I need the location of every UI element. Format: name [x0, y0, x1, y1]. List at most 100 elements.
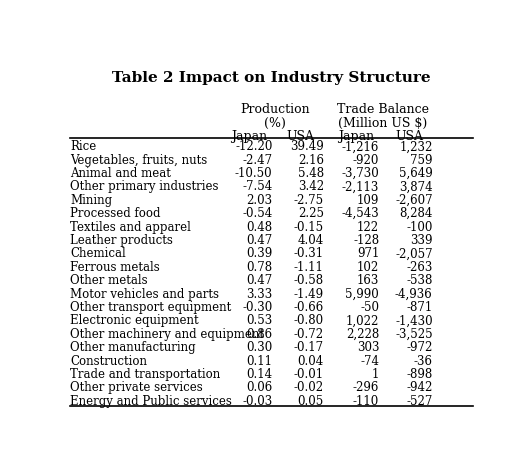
Text: -2.75: -2.75	[294, 194, 324, 207]
Text: Energy and Public services: Energy and Public services	[70, 395, 232, 407]
Text: -0.66: -0.66	[294, 301, 324, 314]
Text: -538: -538	[407, 274, 432, 287]
Text: -0.15: -0.15	[294, 220, 324, 234]
Text: Trade and transportation: Trade and transportation	[70, 368, 220, 381]
Text: 3.33: 3.33	[246, 288, 272, 300]
Text: 8,284: 8,284	[399, 207, 432, 220]
Text: -0.31: -0.31	[294, 247, 324, 260]
Text: 0.86: 0.86	[246, 328, 272, 341]
Text: Textiles and apparel: Textiles and apparel	[70, 220, 191, 234]
Text: Other primary industries: Other primary industries	[70, 180, 219, 194]
Text: 163: 163	[357, 274, 379, 287]
Text: 2,228: 2,228	[346, 328, 379, 341]
Text: -2,607: -2,607	[395, 194, 432, 207]
Text: -3,525: -3,525	[395, 328, 432, 341]
Text: -74: -74	[360, 354, 379, 368]
Text: 2.03: 2.03	[246, 194, 272, 207]
Text: -0.30: -0.30	[242, 301, 272, 314]
Text: Rice: Rice	[70, 140, 96, 153]
Text: (Million US $): (Million US $)	[338, 117, 427, 130]
Text: (%): (%)	[264, 117, 286, 130]
Text: 5,990: 5,990	[346, 288, 379, 300]
Text: 0.30: 0.30	[246, 341, 272, 354]
Text: 3.42: 3.42	[298, 180, 324, 194]
Text: 0.47: 0.47	[246, 234, 272, 247]
Text: -920: -920	[353, 154, 379, 167]
Text: -0.01: -0.01	[294, 368, 324, 381]
Text: 39.49: 39.49	[290, 140, 324, 153]
Text: -898: -898	[407, 368, 432, 381]
Text: USA: USA	[395, 130, 423, 143]
Text: 303: 303	[357, 341, 379, 354]
Text: -110: -110	[353, 395, 379, 407]
Text: USA: USA	[286, 130, 314, 143]
Text: 1: 1	[372, 368, 379, 381]
Text: -527: -527	[407, 395, 432, 407]
Text: Production: Production	[240, 103, 310, 117]
Text: -2,057: -2,057	[395, 247, 432, 260]
Text: Japan: Japan	[231, 130, 267, 143]
Text: -263: -263	[407, 261, 432, 274]
Text: -4,543: -4,543	[341, 207, 379, 220]
Text: -1.49: -1.49	[294, 288, 324, 300]
Text: -1.11: -1.11	[294, 261, 324, 274]
Text: -0.17: -0.17	[294, 341, 324, 354]
Text: Chemical: Chemical	[70, 247, 126, 260]
Text: 5.48: 5.48	[298, 167, 324, 180]
Text: -972: -972	[407, 341, 432, 354]
Text: -0.02: -0.02	[294, 381, 324, 394]
Text: -0.80: -0.80	[294, 314, 324, 327]
Text: 0.48: 0.48	[246, 220, 272, 234]
Text: Vegetables, fruits, nuts: Vegetables, fruits, nuts	[70, 154, 208, 167]
Text: Construction: Construction	[70, 354, 147, 368]
Text: -12.20: -12.20	[235, 140, 272, 153]
Text: Other machinery and equipment: Other machinery and equipment	[70, 328, 264, 341]
Text: -7.54: -7.54	[242, 180, 272, 194]
Text: 339: 339	[410, 234, 432, 247]
Text: -0.72: -0.72	[294, 328, 324, 341]
Text: 5,649: 5,649	[399, 167, 432, 180]
Text: 2.25: 2.25	[298, 207, 324, 220]
Text: -128: -128	[353, 234, 379, 247]
Text: -4,936: -4,936	[395, 288, 432, 300]
Text: -0.58: -0.58	[294, 274, 324, 287]
Text: Other metals: Other metals	[70, 274, 148, 287]
Text: -10.50: -10.50	[235, 167, 272, 180]
Text: Mining: Mining	[70, 194, 112, 207]
Text: Other private services: Other private services	[70, 381, 203, 394]
Text: 0.14: 0.14	[246, 368, 272, 381]
Text: 0.11: 0.11	[246, 354, 272, 368]
Text: 0.53: 0.53	[246, 314, 272, 327]
Text: -296: -296	[353, 381, 379, 394]
Text: 759: 759	[410, 154, 432, 167]
Text: 0.39: 0.39	[246, 247, 272, 260]
Text: 2.16: 2.16	[298, 154, 324, 167]
Text: -0.03: -0.03	[242, 395, 272, 407]
Text: 1,022: 1,022	[346, 314, 379, 327]
Text: Animal and meat: Animal and meat	[70, 167, 171, 180]
Text: 4.04: 4.04	[297, 234, 324, 247]
Text: -942: -942	[407, 381, 432, 394]
Text: 102: 102	[357, 261, 379, 274]
Text: -0.54: -0.54	[242, 207, 272, 220]
Text: Table 2 Impact on Industry Structure: Table 2 Impact on Industry Structure	[112, 71, 431, 85]
Text: 0.05: 0.05	[297, 395, 324, 407]
Text: -2.47: -2.47	[242, 154, 272, 167]
Text: -36: -36	[413, 354, 432, 368]
Text: Other transport equipment: Other transport equipment	[70, 301, 232, 314]
Text: Ferrous metals: Ferrous metals	[70, 261, 160, 274]
Text: -100: -100	[407, 220, 432, 234]
Text: 0.06: 0.06	[246, 381, 272, 394]
Text: -1,430: -1,430	[395, 314, 432, 327]
Text: Leather products: Leather products	[70, 234, 173, 247]
Text: -50: -50	[360, 301, 379, 314]
Text: 0.47: 0.47	[246, 274, 272, 287]
Text: 971: 971	[357, 247, 379, 260]
Text: 1,232: 1,232	[399, 140, 432, 153]
Text: Processed food: Processed food	[70, 207, 161, 220]
Text: -3,730: -3,730	[341, 167, 379, 180]
Text: 109: 109	[357, 194, 379, 207]
Text: 0.04: 0.04	[297, 354, 324, 368]
Text: Motor vehicles and parts: Motor vehicles and parts	[70, 288, 219, 300]
Text: Trade Balance: Trade Balance	[337, 103, 429, 117]
